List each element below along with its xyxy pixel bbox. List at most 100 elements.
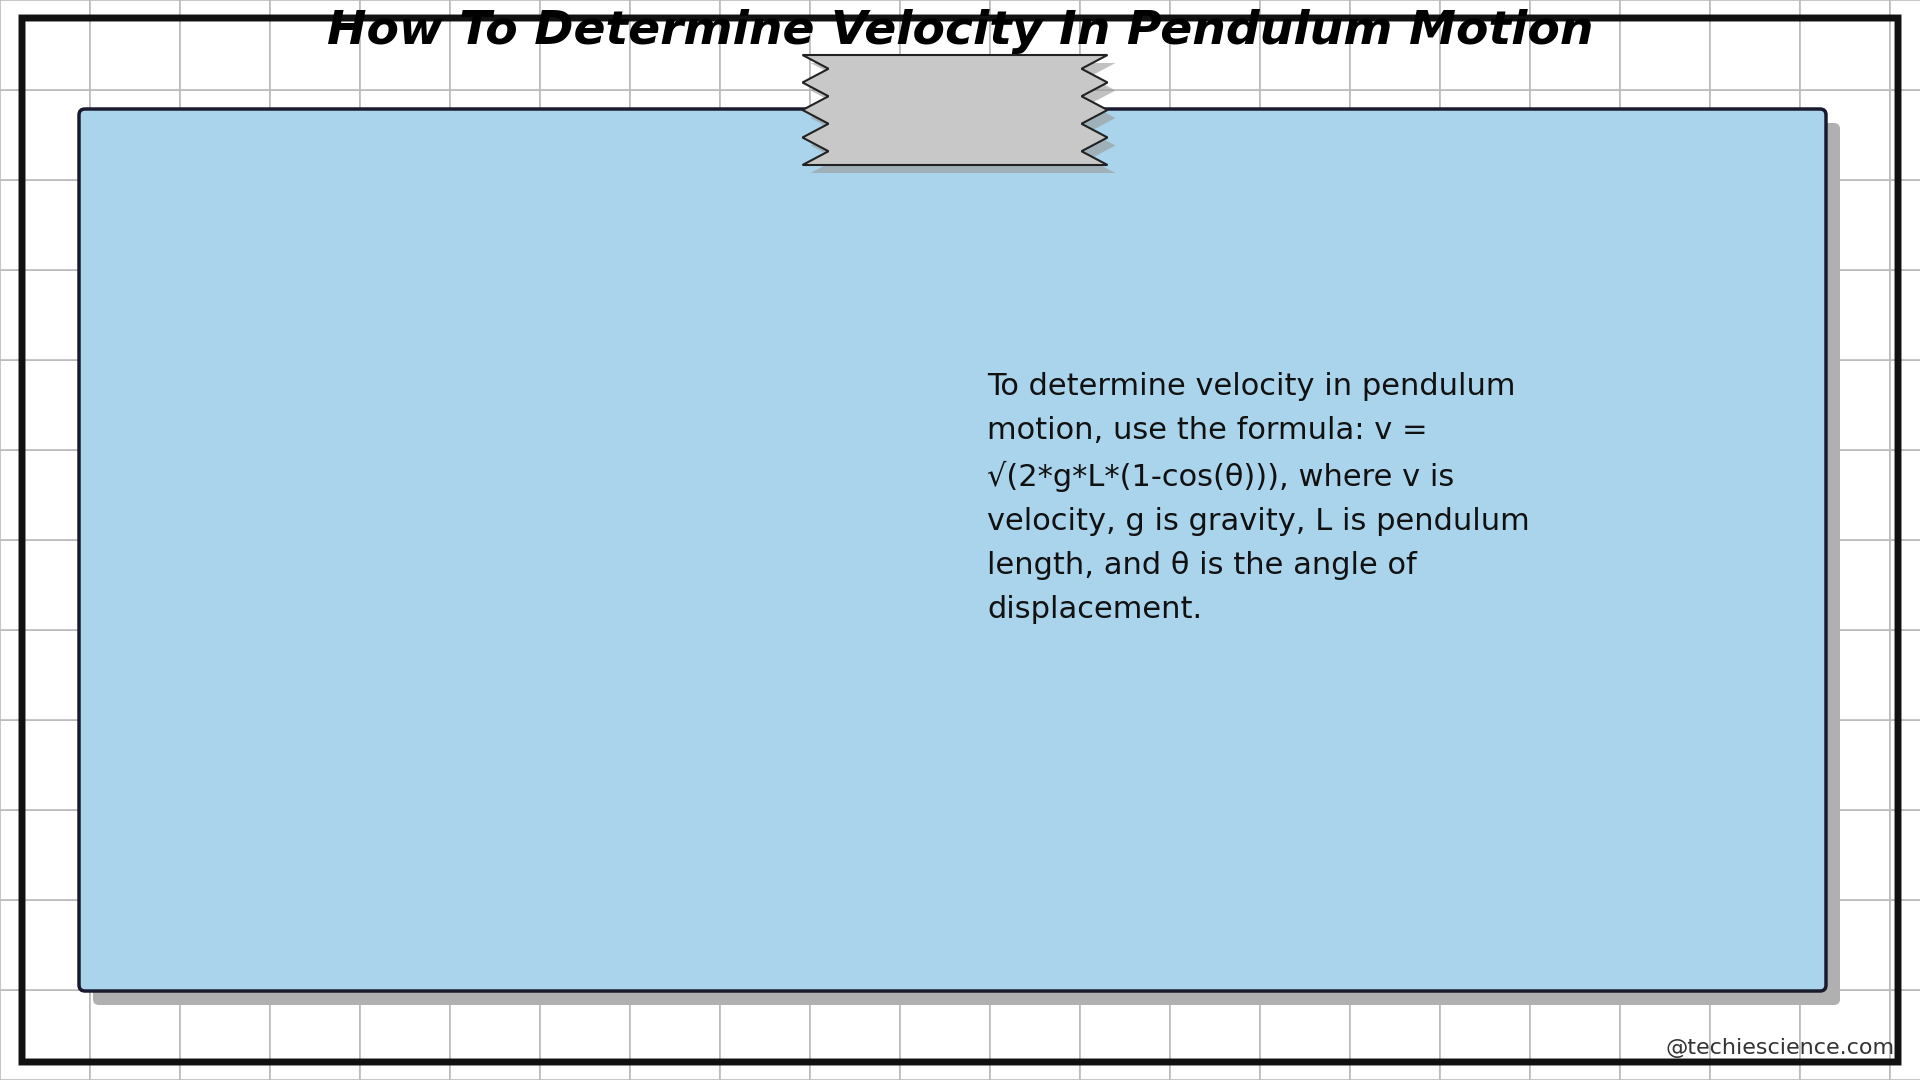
Bar [361,0,449,90]
Bar [180,90,271,180]
Bar [1079,630,1169,720]
Bar [0,450,90,540]
Bar [1079,720,1169,810]
Bar [1711,900,1801,990]
Bar [1801,720,1889,810]
Bar [0,360,90,450]
Bar [90,810,180,900]
Bar [991,270,1079,360]
Bar [991,900,1079,990]
Bar [1169,360,1260,450]
Bar [1169,540,1260,630]
Bar [1620,450,1711,540]
Bar [449,180,540,270]
Bar [1889,990,1920,1080]
Bar [1530,990,1620,1080]
Bar [90,720,180,810]
Bar [540,450,630,540]
Bar [810,450,900,540]
Bar [449,810,540,900]
Bar [1350,270,1440,360]
Bar [1350,90,1440,180]
Bar [1530,540,1620,630]
Bar [1530,270,1620,360]
Bar [1440,180,1530,270]
Bar [180,540,271,630]
Bar [449,990,540,1080]
Bar [1169,810,1260,900]
Bar [720,630,810,720]
Bar [810,360,900,450]
Bar [1889,720,1920,810]
Bar [90,450,180,540]
Bar [1169,180,1260,270]
Bar [810,270,900,360]
Bar [0,720,90,810]
Bar [1350,900,1440,990]
Bar [449,900,540,990]
Bar [1440,450,1530,540]
Bar [0,270,90,360]
Bar [1801,360,1889,450]
Bar [0,90,90,180]
FancyBboxPatch shape [92,123,1839,1005]
Bar [0,0,90,90]
Bar [271,540,361,630]
Bar [1440,90,1530,180]
Text: @techiescience.com: @techiescience.com [1667,1038,1895,1058]
Bar [1801,540,1889,630]
Bar [361,90,449,180]
Bar [180,270,271,360]
Bar [1711,810,1801,900]
Bar [0,900,90,990]
Bar [1169,450,1260,540]
Bar [1440,810,1530,900]
Bar [900,630,991,720]
Bar [271,360,361,450]
Bar [271,810,361,900]
Bar [900,90,991,180]
Bar [540,270,630,360]
Bar [540,540,630,630]
Bar [1711,720,1801,810]
Bar [1620,810,1711,900]
Bar [1530,0,1620,90]
Bar [630,180,720,270]
Bar [1801,450,1889,540]
Bar [810,900,900,990]
Bar [90,990,180,1080]
Bar [90,630,180,720]
Bar [1169,90,1260,180]
Bar [1079,900,1169,990]
Bar [1079,270,1169,360]
Bar [361,810,449,900]
Bar [900,0,991,90]
Bar [180,360,271,450]
Bar [1711,450,1801,540]
Bar [1440,630,1530,720]
Bar [90,180,180,270]
Bar [1079,990,1169,1080]
Bar [1889,270,1920,360]
Bar [1801,90,1889,180]
Bar [630,90,720,180]
Bar [1260,630,1350,720]
Bar [630,0,720,90]
Bar [1801,270,1889,360]
Bar [630,900,720,990]
Bar [1620,360,1711,450]
Bar [1350,630,1440,720]
Bar [630,360,720,450]
Bar [1889,810,1920,900]
Bar [1350,810,1440,900]
Bar [180,900,271,990]
Bar [0,630,90,720]
Bar [1169,990,1260,1080]
Bar [271,990,361,1080]
Bar [1079,540,1169,630]
Bar [0,540,90,630]
Bar [1530,810,1620,900]
Bar [1889,450,1920,540]
Bar [810,540,900,630]
Bar [180,630,271,720]
